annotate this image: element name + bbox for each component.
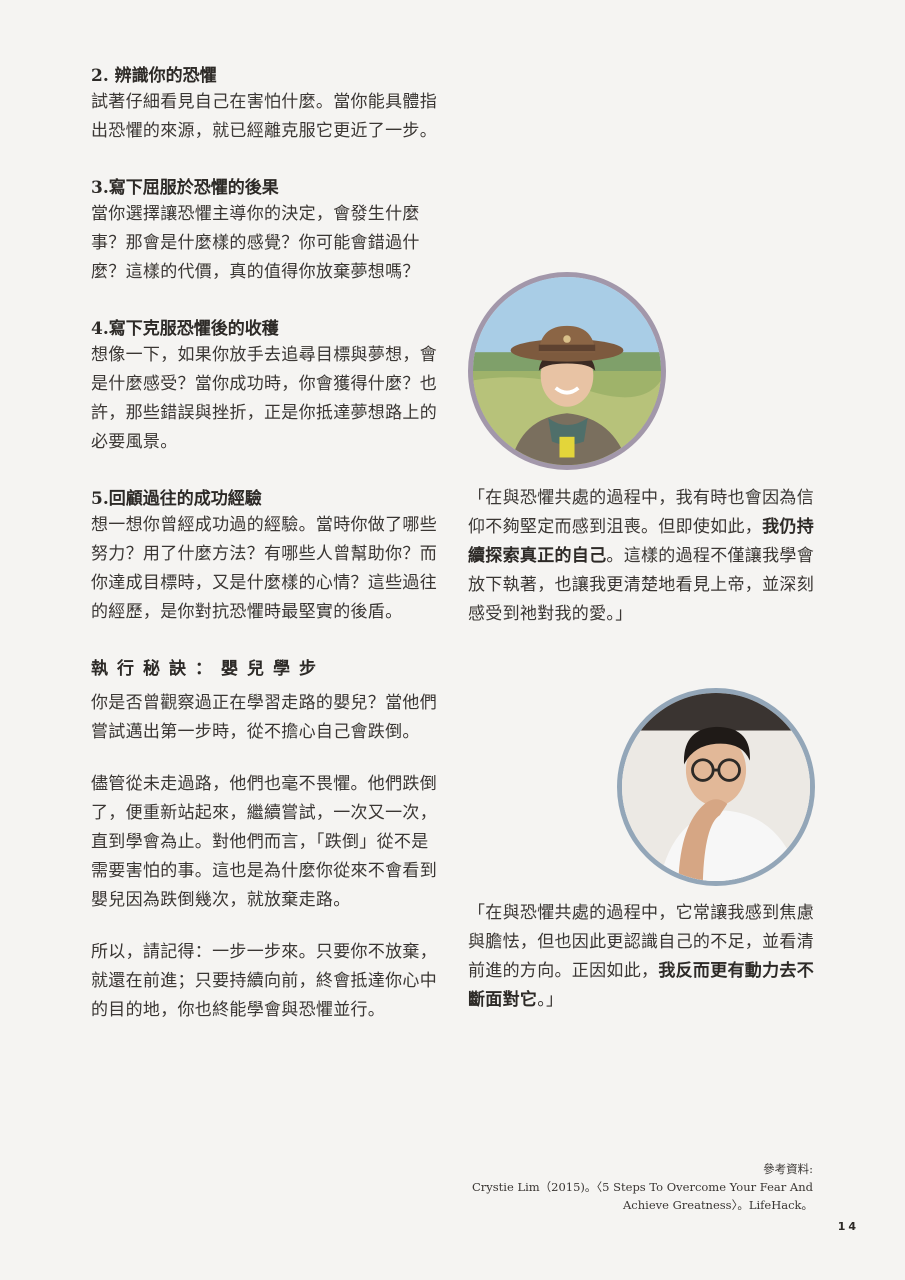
- tip-section: 執行秘訣：嬰兒學步 你是否曾觀察過正在學習走路的嬰兒？當他們嘗試邁出第一步時，從…: [91, 657, 441, 1025]
- step-title: 4.寫下克服恐懼後的收穫: [91, 319, 279, 339]
- avatar-woman: [468, 272, 666, 470]
- step-5: 5.回顧過往的成功經驗 想一想你曾經成功過的經驗。當時你做了哪些努力？用了什麼方…: [91, 487, 441, 627]
- tip-title: 執行秘訣：嬰兒學步: [91, 659, 325, 679]
- step-title: 2. 辨識你的恐懼: [91, 66, 217, 86]
- woman-with-hat-photo: [473, 277, 661, 465]
- quote-2: 「在與恐懼共處的過程中，它常讓我感到焦慮與膽怯，但也因此更認識自己的不足，並看清…: [468, 903, 815, 1010]
- step-2: 2. 辨識你的恐懼 試著仔細看見自己在害怕什麼。當你能具體指出恐懼的來源，就已經…: [91, 64, 441, 146]
- reference-block: 參考資料: Crystie Lim（2015)。〈5 Steps To Over…: [453, 1160, 813, 1214]
- left-column: 2. 辨識你的恐懼 試著仔細看見自己在害怕什麼。當你能具體指出恐懼的來源，就已經…: [91, 64, 441, 1055]
- tip-paragraph: 所以，請記得：一步一步來。只要你不放棄，就還在前進；只要持續向前，終會抵達你心中…: [91, 942, 437, 1020]
- man-with-glasses-photo: [622, 693, 810, 881]
- reference-line: Crystie Lim（2015)。〈5 Steps To Overcome Y…: [471, 1180, 813, 1194]
- step-body: 當你選擇讓恐懼主導你的決定，會發生什麼事？那會是什麼樣的感覺？你可能會錯過什麼？…: [91, 204, 420, 282]
- reference-label: 參考資料:: [763, 1162, 813, 1176]
- reference-line: Achieve Greatness〉。LifeHack。: [623, 1198, 813, 1212]
- quote-1: 「在與恐懼共處的過程中，我有時也會因為信仰不夠堅定而感到沮喪。但即使如此，我仍持…: [468, 488, 815, 624]
- quote-emphasis: 我仍持續探索真正的自己: [468, 517, 815, 566]
- quote-emphasis: 我反而更有動力去不斷面對它: [468, 961, 815, 1010]
- step-4: 4.寫下克服恐懼後的收穫 想像一下，如果你放手去追尋目標與夢想，會是什麼感受？當…: [91, 317, 441, 457]
- step-body: 想一想你曾經成功過的經驗。當時你做了哪些努力？用了什麼方法？有哪些人曾幫助你？而…: [91, 515, 437, 622]
- step-body: 想像一下，如果你放手去追尋目標與夢想，會是什麼感受？當你成功時，你會獲得什麼？也…: [91, 345, 437, 452]
- tip-paragraph: 儘管從未走過路，他們也毫不畏懼。他們跌倒了，便重新站起來，繼續嘗試，一次又一次，…: [91, 774, 437, 910]
- page-number: 14: [837, 1220, 859, 1233]
- tip-paragraph: 你是否曾觀察過正在學習走路的嬰兒？當他們嘗試邁出第一步時，從不擔心自己會跌倒。: [91, 693, 437, 742]
- step-title: 5.回顧過往的成功經驗: [91, 489, 262, 509]
- step-body: 試著仔細看見自己在害怕什麼。當你能具體指出恐懼的來源，就已經離克服它更近了一步。: [91, 92, 437, 141]
- step-3: 3.寫下屈服於恐懼的後果 當你選擇讓恐懼主導你的決定，會發生什麼事？那會是什麼樣…: [91, 176, 441, 287]
- step-title: 3.寫下屈服於恐懼的後果: [91, 178, 279, 198]
- avatar-man: [617, 688, 815, 886]
